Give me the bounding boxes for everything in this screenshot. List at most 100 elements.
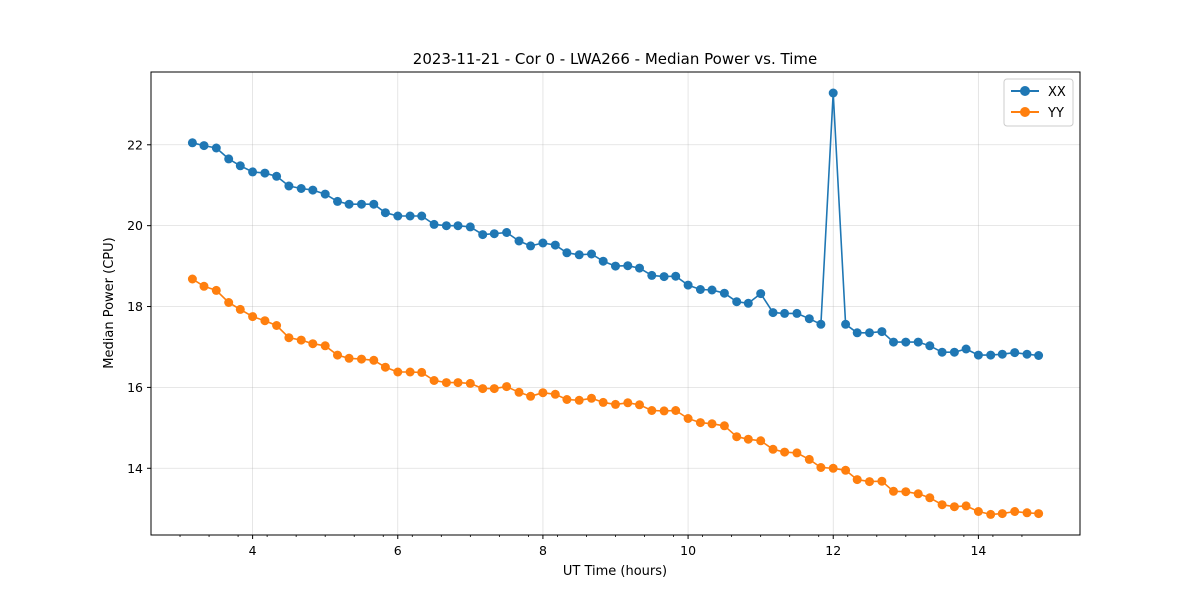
data-point-xx [308,185,318,195]
data-point-xx [780,308,790,318]
data-point-yy [598,397,608,407]
data-point-xx [937,347,947,357]
data-point-yy [695,418,705,428]
data-point-yy [308,339,318,349]
data-point-xx [743,298,753,308]
data-point-xx [260,168,270,178]
data-point-xx [973,350,983,360]
y-tick-label: 18 [127,299,143,314]
data-point-xx [1022,349,1032,359]
data-point-xx [623,261,633,271]
x-tick-label: 12 [825,543,841,558]
x-tick-label: 6 [394,543,402,558]
data-point-yy [756,436,766,446]
data-point-xx [429,219,439,229]
data-point-yy [296,335,306,345]
series-layer [187,88,1044,519]
data-point-yy [562,395,572,404]
data-point-yy [852,475,862,485]
data-point-xx [707,285,717,295]
grid-lines [151,72,1080,535]
data-point-xx [598,256,608,266]
x-tick-label: 4 [249,543,257,558]
data-point-xx [635,263,644,273]
chart-title: 2023-11-21 - Cor 0 - LWA266 - Median Pow… [413,50,817,68]
data-point-yy [973,507,983,516]
data-point-yy [997,509,1007,519]
data-point-xx [647,270,657,280]
data-point-xx [502,228,512,237]
data-point-yy [380,362,390,372]
data-point-xx [1034,351,1044,360]
data-point-yy [925,493,935,503]
data-point-xx [659,272,669,282]
y-tick-label: 20 [127,218,143,233]
data-point-yy [333,350,342,360]
data-point-xx [380,208,390,218]
data-point-xx [949,347,959,357]
data-point-xx [369,199,379,209]
data-point-yy [635,400,644,410]
data-point-xx [224,154,234,164]
data-point-yy [877,476,887,486]
data-point-xx [841,319,851,329]
data-point-yy [357,354,366,364]
data-point-xx [187,138,197,148]
data-point-xx [611,261,620,271]
data-point-xx [235,161,245,171]
data-point-xx [792,308,802,318]
data-point-xx [441,221,451,231]
data-point-yy [1022,508,1032,518]
data-point-yy [538,388,548,398]
data-point-xx [514,236,524,246]
data-point-yy [1034,509,1044,519]
axis-ticks: 4 6 8 10 12 14 14 16 18 20 22 [127,137,1023,558]
data-point-xx [913,337,923,347]
data-point-xx [211,143,221,153]
data-point-xx [852,328,862,338]
data-point-yy [611,399,620,409]
data-point-yy [865,477,874,487]
legend-label-yy: YY [1047,106,1064,121]
data-point-xx [732,297,742,307]
data-point-xx [1010,348,1020,358]
y-tick-label: 22 [127,137,143,152]
data-point-xx [526,241,536,251]
data-point-xx [671,271,681,281]
data-point-xx [828,88,838,98]
data-point-xx [284,181,294,191]
data-point-xx [997,349,1007,359]
data-point-yy [478,384,488,394]
data-point-xx [478,230,488,240]
data-point-yy [489,384,499,394]
data-point-yy [683,414,693,423]
data-point-yy [453,378,463,388]
legend-marker-xx [1020,86,1030,96]
data-point-xx [199,141,209,151]
data-point-yy [901,487,911,497]
data-point-yy [587,393,596,403]
data-point-xx [296,184,306,193]
data-point-xx [986,350,996,360]
data-point-yy [502,382,512,392]
data-point-xx [574,250,584,260]
data-point-yy [623,398,633,408]
data-point-yy [320,341,330,351]
data-point-yy [743,434,753,444]
data-point-yy [429,376,439,385]
data-point-yy [574,395,584,405]
data-point-yy [235,304,245,314]
data-point-xx [695,285,705,294]
data-point-xx [320,189,330,199]
data-point-yy [707,419,717,429]
x-tick-label: 8 [539,543,547,558]
data-point-xx [804,314,814,324]
data-point-yy [344,353,354,363]
data-point-xx [889,337,898,347]
data-point-xx [562,248,572,258]
data-point-yy [889,486,898,496]
data-point-xx [901,337,911,347]
data-point-yy [224,298,234,307]
